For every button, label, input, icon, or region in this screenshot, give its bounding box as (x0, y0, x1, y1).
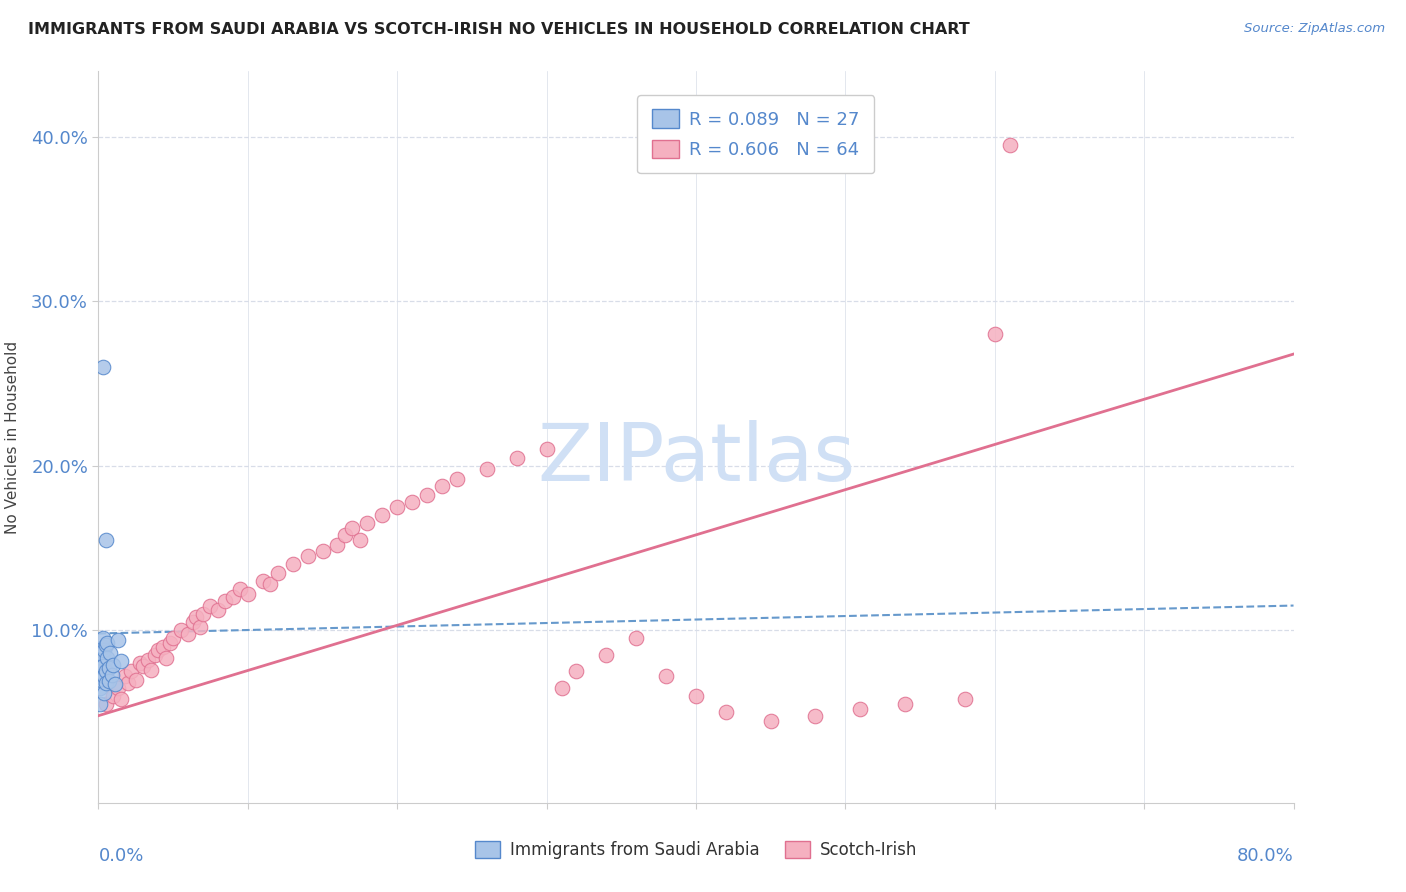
Point (953, 692, 976, 706)
Point (506, 450, 529, 465)
Point (89, 697, 111, 711)
Point (94, 533, 117, 547)
Point (311, 544, 333, 558)
Point (94, 697, 117, 711)
Point (90, 665, 112, 679)
Point (148, 643, 170, 657)
Point (97, 661, 120, 675)
Point (94, 665, 117, 679)
Point (333, 528, 356, 542)
Point (894, 697, 917, 711)
Point (229, 582, 252, 596)
Point (759, 714, 782, 728)
Point (188, 620, 211, 634)
Point (200, 599, 222, 613)
Point (550, 681, 572, 695)
Point (177, 626, 200, 640)
Text: 0.0%: 0.0% (98, 847, 143, 864)
Point (267, 566, 290, 580)
Point (259, 577, 281, 591)
Point (222, 591, 245, 605)
Point (155, 651, 177, 665)
Point (96, 636, 118, 650)
Point (252, 574, 274, 588)
Text: Source: ZipAtlas.com: Source: ZipAtlas.com (1244, 22, 1385, 36)
Point (371, 508, 394, 523)
Point (565, 665, 588, 679)
Point (297, 549, 319, 564)
Point (626, 632, 648, 646)
Point (236, 587, 259, 601)
Point (114, 669, 136, 683)
Point (416, 488, 439, 502)
Point (191, 607, 214, 621)
Point (349, 533, 371, 547)
Point (93, 643, 115, 657)
Point (430, 478, 453, 492)
Point (536, 442, 558, 457)
Point (90, 673, 112, 687)
Point (120, 665, 142, 679)
Point (91, 640, 114, 654)
Point (342, 521, 364, 535)
Y-axis label: No Vehicles in Household: No Vehicles in Household (6, 341, 20, 533)
Point (91, 360, 114, 375)
Point (169, 624, 191, 638)
Point (214, 593, 236, 607)
Point (94, 675, 117, 690)
Point (326, 538, 349, 552)
Point (98, 646, 122, 660)
Point (714, 706, 737, 720)
Point (110, 655, 132, 669)
Point (401, 495, 423, 509)
Point (94, 638, 117, 652)
Point (103, 689, 125, 703)
Point (281, 558, 304, 572)
Point (385, 500, 409, 514)
Point (984, 327, 1007, 342)
Point (356, 516, 378, 531)
Point (446, 472, 468, 486)
Point (93, 669, 115, 683)
Point (89, 681, 111, 695)
Point (117, 675, 139, 690)
Point (125, 673, 148, 687)
Point (136, 653, 159, 667)
Point (91, 632, 114, 646)
Point (110, 692, 132, 706)
Point (159, 636, 181, 650)
Text: 80.0%: 80.0% (1237, 847, 1294, 864)
Point (93, 686, 115, 700)
Point (107, 633, 129, 648)
Point (184, 610, 207, 624)
Point (143, 648, 166, 662)
Point (804, 708, 827, 723)
Point (139, 663, 162, 677)
Text: ZIPatlas: ZIPatlas (537, 420, 855, 498)
Point (655, 669, 678, 683)
Point (132, 659, 155, 673)
Point (998, 138, 1021, 153)
Point (849, 702, 872, 716)
Point (475, 462, 498, 476)
Point (207, 603, 229, 617)
Point (181, 615, 204, 629)
Point (103, 657, 125, 672)
Point (162, 632, 184, 646)
Point (152, 640, 174, 654)
Point (96, 651, 118, 665)
Point (91, 648, 114, 662)
Point (104, 677, 127, 691)
Point (97, 674, 120, 689)
Point (90, 656, 112, 670)
Text: IMMIGRANTS FROM SAUDI ARABIA VS SCOTCH-IRISH NO VEHICLES IN HOUSEHOLD CORRELATIO: IMMIGRANTS FROM SAUDI ARABIA VS SCOTCH-I… (28, 22, 970, 37)
Point (595, 648, 617, 662)
Legend: Immigrants from Saudi Arabia, Scotch-Irish: Immigrants from Saudi Arabia, Scotch-Iri… (467, 833, 925, 868)
Point (129, 656, 152, 670)
Point (107, 681, 129, 695)
Point (101, 667, 124, 681)
Point (91, 659, 114, 673)
Point (685, 689, 707, 703)
